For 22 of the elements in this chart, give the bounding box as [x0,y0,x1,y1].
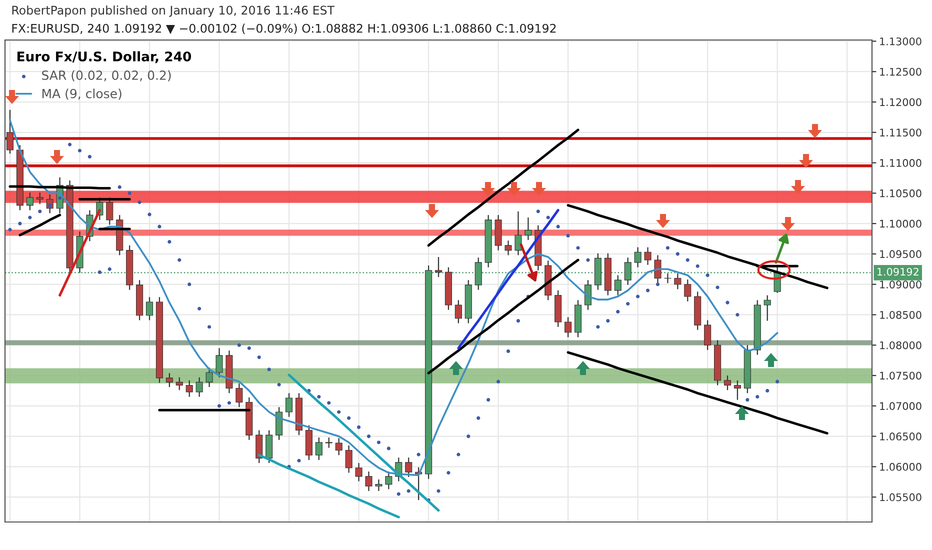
chart-title: RobertPapon published on January 10, 2016 11:46 EST [12,6,335,17]
y-tick-label: 1.08000 [880,341,922,350]
chart-subtitle: FX:EURUSD, 240 1.09192 ▼ −0.00102 (−0.09%) O:1.08882 H:1.09306 L:1.08860 C:1.09192 [12,24,556,34]
y-tick-label: 1.13000 [880,37,922,46]
ref-line-label: 1.09192 [877,268,918,276]
y-tick-label: 1.06000 [880,462,922,471]
y-tick-label: 1.09500 [880,250,922,258]
y-tick-label: 1.12000 [880,98,922,106]
y-tick-label: 1.11000 [880,159,922,167]
y-tick-label: 1.08500 [880,310,922,319]
legend-label: MA (9, close) [42,88,122,100]
legend-label: SAR (0.02, 0.02, 0.2) [42,70,171,82]
y-tick-label: 1.10000 [880,220,922,228]
legend-title: Euro Fx/U.S. Dollar, 240 [17,51,192,64]
y-tick-label: 1.05500 [880,493,922,502]
y-tick-label: 1.06500 [880,432,922,440]
y-tick-label: 1.07500 [880,372,922,380]
y-tick-label: 1.11500 [880,128,922,136]
y-tick-label: 1.07000 [880,402,922,410]
y-tick-label: 1.10500 [880,189,922,198]
y-tick-label: 1.09000 [880,280,922,288]
y-tick-label: 1.12500 [880,68,922,76]
